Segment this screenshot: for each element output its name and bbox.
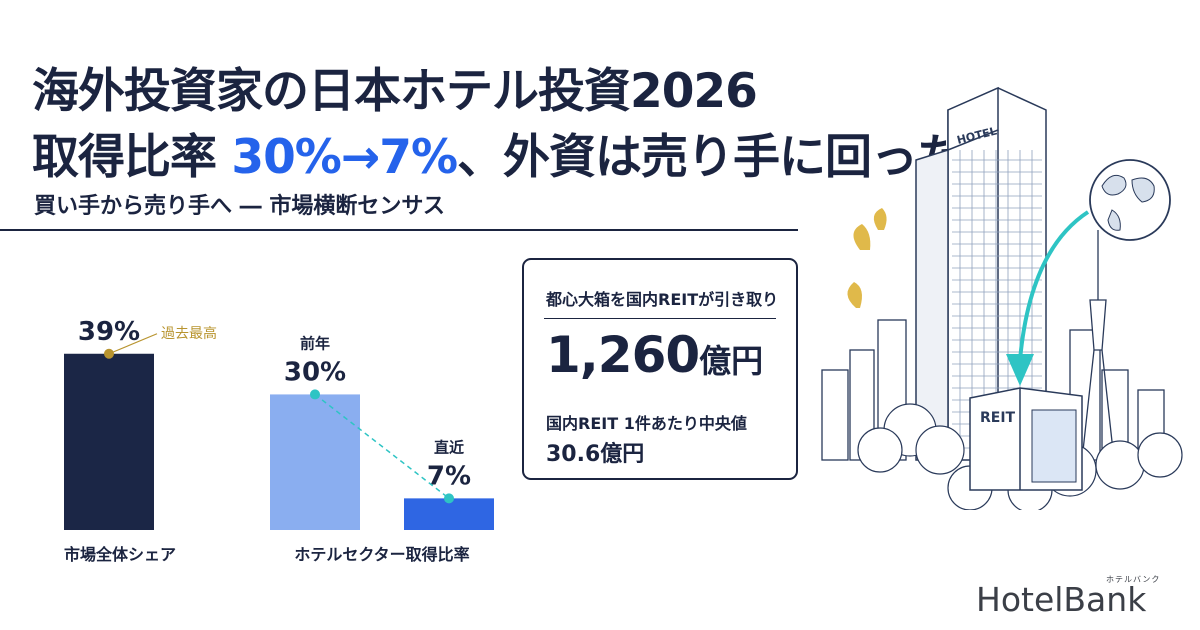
annotation-leader-line	[108, 333, 158, 355]
hotelbank-logo: HotelBank	[976, 580, 1147, 619]
transfer-arrow-icon	[1006, 210, 1090, 386]
card-amount-unit: 億円	[699, 342, 764, 380]
tokyo-skytree-icon	[1081, 230, 1115, 461]
bar-caption: 前年	[300, 334, 330, 352]
title-suffix: 、外資は売り手に回った	[457, 130, 964, 185]
chart-bar	[270, 394, 360, 530]
card-amount: 1,260億円	[546, 326, 763, 384]
hotel-cityscape-illustration: HOTEL REIT	[821, 86, 1183, 510]
globe-icon	[1089, 159, 1171, 241]
bar-value-label: 7%	[427, 461, 471, 491]
decline-connector-line	[314, 393, 450, 499]
header-divider	[0, 229, 798, 231]
bar-caption: 直近	[434, 438, 464, 456]
title-accent-figure: 30%→7%	[231, 130, 458, 185]
reit-building-icon: REIT	[969, 387, 1083, 491]
reit-sign: REIT	[980, 410, 1016, 426]
card-divider	[544, 318, 776, 319]
chart-bar	[404, 498, 494, 530]
reit-summary-card: 都心大箱を国内REITが引き取り 1,260億円 国内REIT 1件あたり中央値…	[522, 258, 798, 480]
bar-value-label: 39%	[78, 317, 140, 347]
card-amount-value: 1,260	[546, 326, 700, 384]
page-title-line-2: 取得比率 30%→7%、外資は売り手に回った	[32, 118, 964, 187]
category-label: 市場全体シェア	[64, 545, 176, 564]
category-label: ホテルセクター取得比率	[294, 545, 469, 564]
bar-value-label: 30%	[284, 357, 346, 387]
card-median-value: 30.6億円	[546, 442, 645, 467]
chart-bar	[64, 353, 154, 530]
bar-annotation: 過去最高	[161, 325, 217, 342]
title-prefix: 取得比率	[32, 130, 217, 185]
ginkgo-leaf-icon	[847, 208, 887, 308]
page-subtitle: 買い手から売り手へ ― 市場横断センサス	[34, 194, 445, 219]
card-heading: 都心大箱を国内REITが引き取り	[546, 290, 779, 309]
logo-kana: ホテルバンク	[1106, 575, 1161, 584]
page-title-line-1: 海外投資家の日本ホテル投資2026	[32, 64, 758, 119]
card-median-label: 国内REIT 1件あたり中央値	[546, 414, 747, 433]
